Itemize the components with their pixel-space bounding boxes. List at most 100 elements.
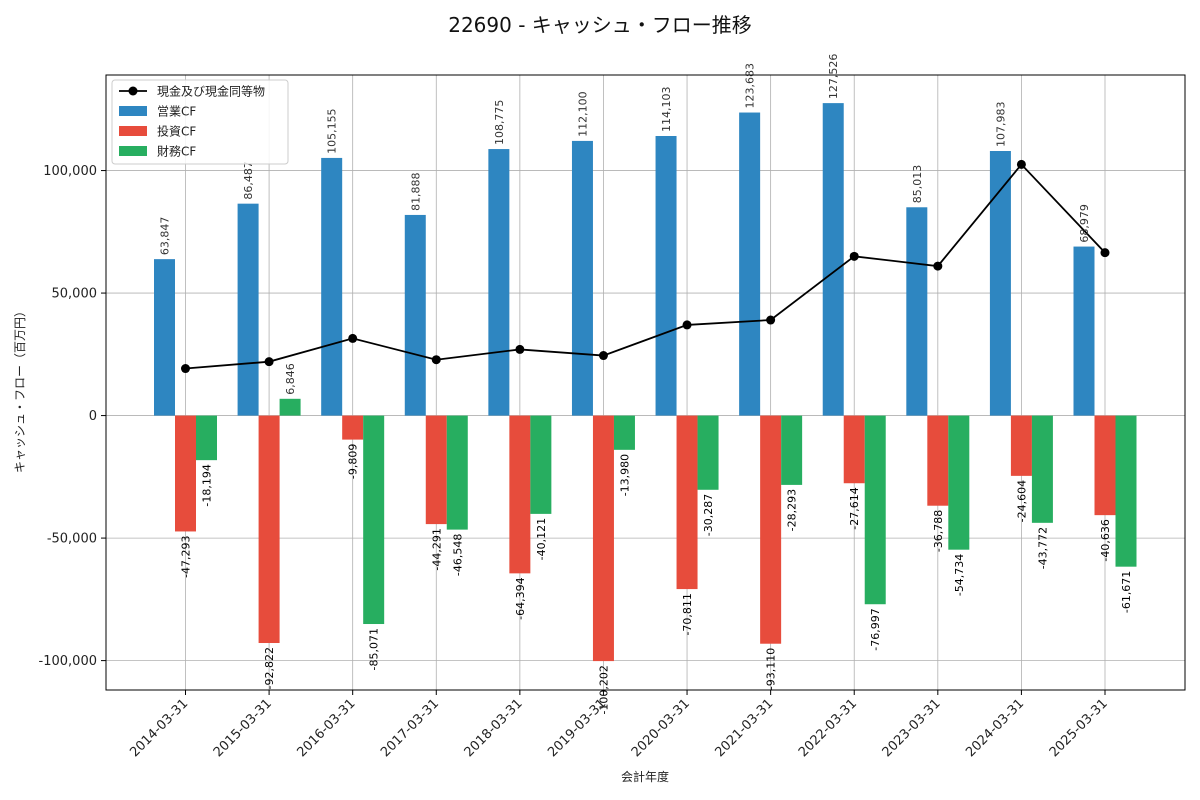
investing-cf-bar [342,415,364,440]
x-axis-title: 会計年度 [621,769,669,784]
investing-cf-bar [175,415,196,532]
x-tick-label: 2021-03-31 [712,696,776,760]
cash-equivalents-point [348,333,358,343]
financing-cf-bar [697,415,719,490]
investing-cf-bar [843,415,865,484]
operating-cf-bar [1073,246,1095,416]
cash-equivalents-point [1100,248,1110,258]
x-tick-label: 2015-03-31 [211,696,275,760]
operating-cf-data-label: 81,888 [409,172,422,211]
x-tick-label: 2016-03-31 [294,696,358,760]
investing-cf-bar [760,415,782,644]
legend-color-swatch [119,106,147,116]
legend-label: 営業CF [157,105,196,119]
operating-cf-data-label: 68,979 [1078,204,1091,243]
cash-equivalents-line [185,163,1106,370]
investing-cf-data-label: -24,604 [1015,480,1028,522]
investing-cf-bar [1010,415,1032,476]
financing-cf-bar [1115,415,1137,567]
cash-equivalents-point [598,351,608,361]
operating-cf-data-label: 112,100 [576,91,589,137]
financing-cf-bar [613,415,635,450]
operating-cf-bar [404,214,426,416]
operating-cf-bar [739,112,761,416]
financing-cf-bar [446,415,468,530]
investing-cf-bar [509,415,531,574]
data-labels-layer: 63,847 86,487 105,155 81,888 108,775 112,100 1… [159,54,1134,715]
operating-cf-bar [488,149,510,416]
investing-cf-data-label: -36,788 [932,510,945,552]
financing-cf-data-label: -18,194 [201,464,214,506]
financing-cf-bar [279,398,301,416]
cash-equivalents-point [431,355,441,365]
x-tick-label: 2020-03-31 [629,696,693,760]
cash-equivalents-point [933,261,943,271]
chart-title: 22690 - キャッシュ・フロー推移 [448,13,752,37]
investing-cf-bar [592,415,614,662]
operating-cf-data-label: 105,155 [326,108,339,154]
financing-cf-bar [196,415,217,461]
operating-cf-data-label: 86,487 [242,161,255,200]
investing-cf-data-label: -92,822 [263,647,276,689]
bars-layer [154,103,1137,662]
x-tick-label: 2019-03-31 [545,696,609,760]
financing-cf-data-label: -30,287 [702,494,715,536]
investing-cf-bar [676,415,698,590]
financing-cf-data-label: -43,772 [1036,527,1049,569]
x-tick-label: 2024-03-31 [963,696,1027,760]
investing-cf-data-label: -70,811 [681,593,694,635]
legend-color-swatch [119,146,147,156]
operating-cf-data-label: 107,983 [994,101,1007,147]
operating-cf-bar [906,207,928,416]
investing-cf-data-label: -47,293 [180,535,193,577]
cash-equivalents-point [849,251,859,261]
investing-cf-bar [1094,415,1116,516]
financing-cf-data-label: -46,548 [451,534,464,576]
financing-cf-bar [1031,415,1053,523]
x-tick-label: 2023-03-31 [880,696,944,760]
operating-cf-bar [822,103,844,416]
financing-cf-bar [530,415,552,514]
investing-cf-data-label: -27,614 [848,487,861,529]
operating-cf-bar [237,203,259,416]
financing-cf-data-label: 6,846 [284,363,297,395]
operating-cf-bar [321,157,343,416]
y-axis-title: キャッシュ・フロー（百万円） [13,305,27,473]
cash-equivalents-point [1016,159,1026,169]
operating-cf-data-label: 63,847 [159,217,172,256]
financing-cf-bar [864,415,886,605]
legend-marker-swatch [128,86,138,96]
financing-cf-data-label: -61,671 [1120,571,1133,613]
financing-cf-bar [781,415,803,485]
cash-equivalents-point [264,357,274,367]
legend-label: 財務CF [157,144,196,159]
cash-equivalents-point [766,315,776,325]
legend-color-swatch [119,126,147,136]
cash-equivalents-point [515,344,525,354]
y-tick-label: -50,000 [47,532,97,547]
operating-cf-data-label: 85,013 [911,165,924,204]
financing-cf-data-label: -85,071 [368,628,381,670]
y-tick-label: 0 [89,409,97,424]
investing-cf-bar [927,415,949,506]
operating-cf-bar [655,136,677,416]
operating-cf-data-label: 108,775 [493,100,506,146]
x-tick-label: 2025-03-31 [1047,696,1111,760]
operating-cf-bar [571,140,593,416]
x-tick-label: 2022-03-31 [796,696,860,760]
plot-frame [105,74,1186,691]
financing-cf-bar [948,415,970,550]
operating-cf-data-label: 114,103 [660,87,673,133]
y-tick-label: -100,000 [39,654,97,669]
financing-cf-data-label: -28,293 [786,489,799,531]
financing-cf-data-label: -76,997 [869,608,882,650]
investing-cf-data-label: -44,291 [430,528,443,570]
investing-cf-data-label: -9,809 [347,444,360,479]
financing-cf-data-label: -40,121 [535,518,548,560]
financing-cf-data-label: -13,980 [618,454,631,496]
legend-label: 現金及び現金同等物 [157,84,265,99]
financing-cf-bar [363,415,385,625]
